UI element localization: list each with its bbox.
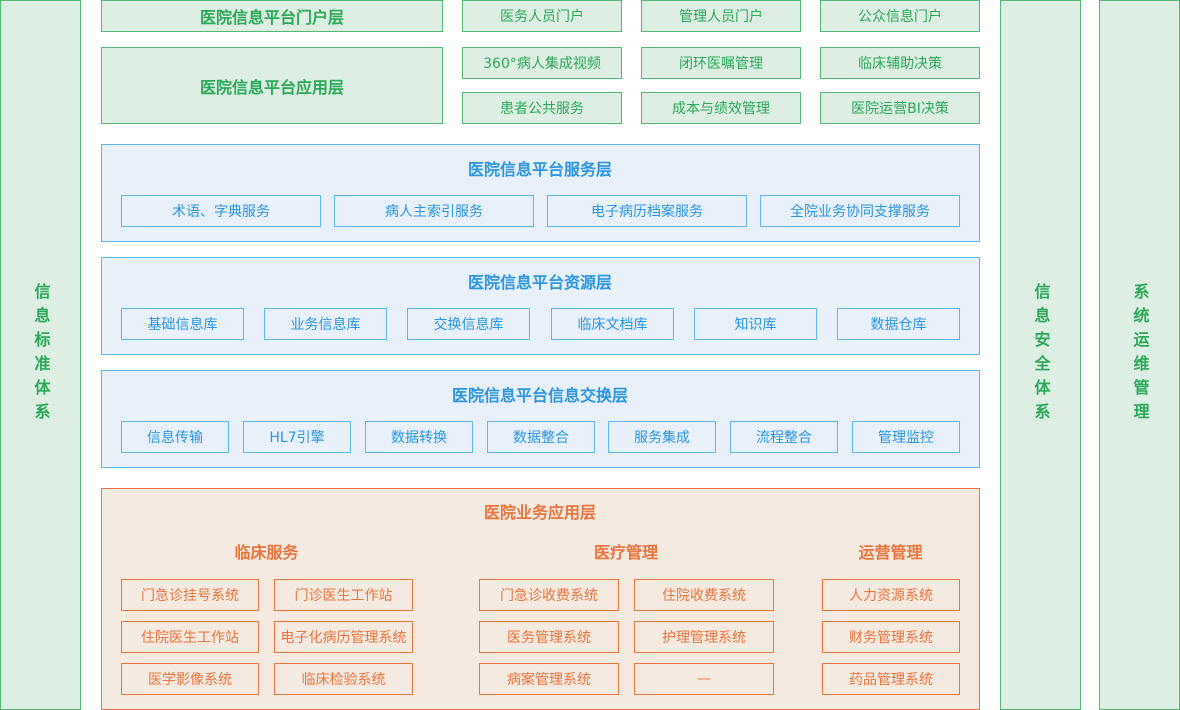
business-group-title: 运营管理 — [858, 543, 923, 562]
operations-column: 系统运维管理 — [1099, 0, 1180, 710]
resource-item: 交换信息库 — [407, 308, 530, 340]
application-item: 临床辅助决策 — [820, 47, 980, 79]
resource-item: 临床文档库 — [551, 308, 674, 340]
exchange-item: 服务集成 — [608, 421, 716, 453]
standards-column: 信息标准体系 — [0, 0, 81, 710]
business-system-item: 电子化病历管理系统 — [274, 621, 413, 653]
application-item: 成本与绩效管理 — [641, 92, 801, 124]
portal-layer-title: 医院信息平台门户层 — [101, 0, 443, 32]
portal-item: 医务人员门户 — [462, 0, 622, 32]
application-item: 患者公共服务 — [462, 92, 622, 124]
service-layer-title: 医院信息平台服务层 — [467, 160, 612, 179]
business-system-item: 人力资源系统 — [822, 579, 960, 611]
application-item: 360°病人集成视频 — [462, 47, 622, 79]
business-layer-title: 医院业务应用层 — [483, 503, 596, 522]
business-system-item: 药品管理系统 — [822, 663, 960, 695]
business-system-item: 医学影像系统 — [121, 663, 259, 695]
exchange-item: 流程整合 — [730, 421, 838, 453]
exchange-item: 数据转换 — [365, 421, 473, 453]
exchange-item: 数据整合 — [487, 421, 595, 453]
business-system-item: 护理管理系统 — [634, 621, 774, 653]
exchange-layer-title: 医院信息平台信息交换层 — [451, 386, 628, 405]
business-system-item: 门急诊挂号系统 — [121, 579, 259, 611]
resource-layer — [101, 257, 980, 355]
service-item: 电子病历档案服务 — [547, 195, 747, 227]
service-item: 病人主索引服务 — [334, 195, 534, 227]
business-group-title: 医疗管理 — [593, 543, 658, 562]
business-group-title: 临床服务 — [234, 543, 299, 562]
business-system-item: 住院医生工作站 — [121, 621, 259, 653]
application-item: 闭环医嘱管理 — [641, 47, 801, 79]
exchange-item: HL7引擎 — [243, 421, 351, 453]
business-system-item: 门急诊收费系统 — [479, 579, 619, 611]
resource-item: 知识库 — [694, 308, 817, 340]
exchange-item: 信息传输 — [121, 421, 229, 453]
service-item: 全院业务协同支撑服务 — [760, 195, 960, 227]
service-item: 术语、字典服务 — [121, 195, 321, 227]
resource-layer-title: 医院信息平台资源层 — [467, 273, 612, 292]
resource-item: 基础信息库 — [121, 308, 244, 340]
business-system-item: 病案管理系统 — [479, 663, 619, 695]
business-system-item: 住院收费系统 — [634, 579, 774, 611]
resource-item: 业务信息库 — [264, 308, 387, 340]
business-system-item: 临床检验系统 — [274, 663, 413, 695]
business-system-item: 财务管理系统 — [822, 621, 960, 653]
resource-item: 数据仓库 — [837, 308, 960, 340]
security-column: 信息安全体系 — [1000, 0, 1081, 710]
business-system-item: — — [634, 663, 774, 695]
application-layer-title: 医院信息平台应用层 — [101, 47, 443, 124]
business-system-item: 医务管理系统 — [479, 621, 619, 653]
application-item: 医院运营BI决策 — [820, 92, 980, 124]
exchange-item: 管理监控 — [852, 421, 960, 453]
portal-item: 管理人员门户 — [641, 0, 801, 32]
portal-item: 公众信息门户 — [820, 0, 980, 32]
business-system-item: 门诊医生工作站 — [274, 579, 413, 611]
